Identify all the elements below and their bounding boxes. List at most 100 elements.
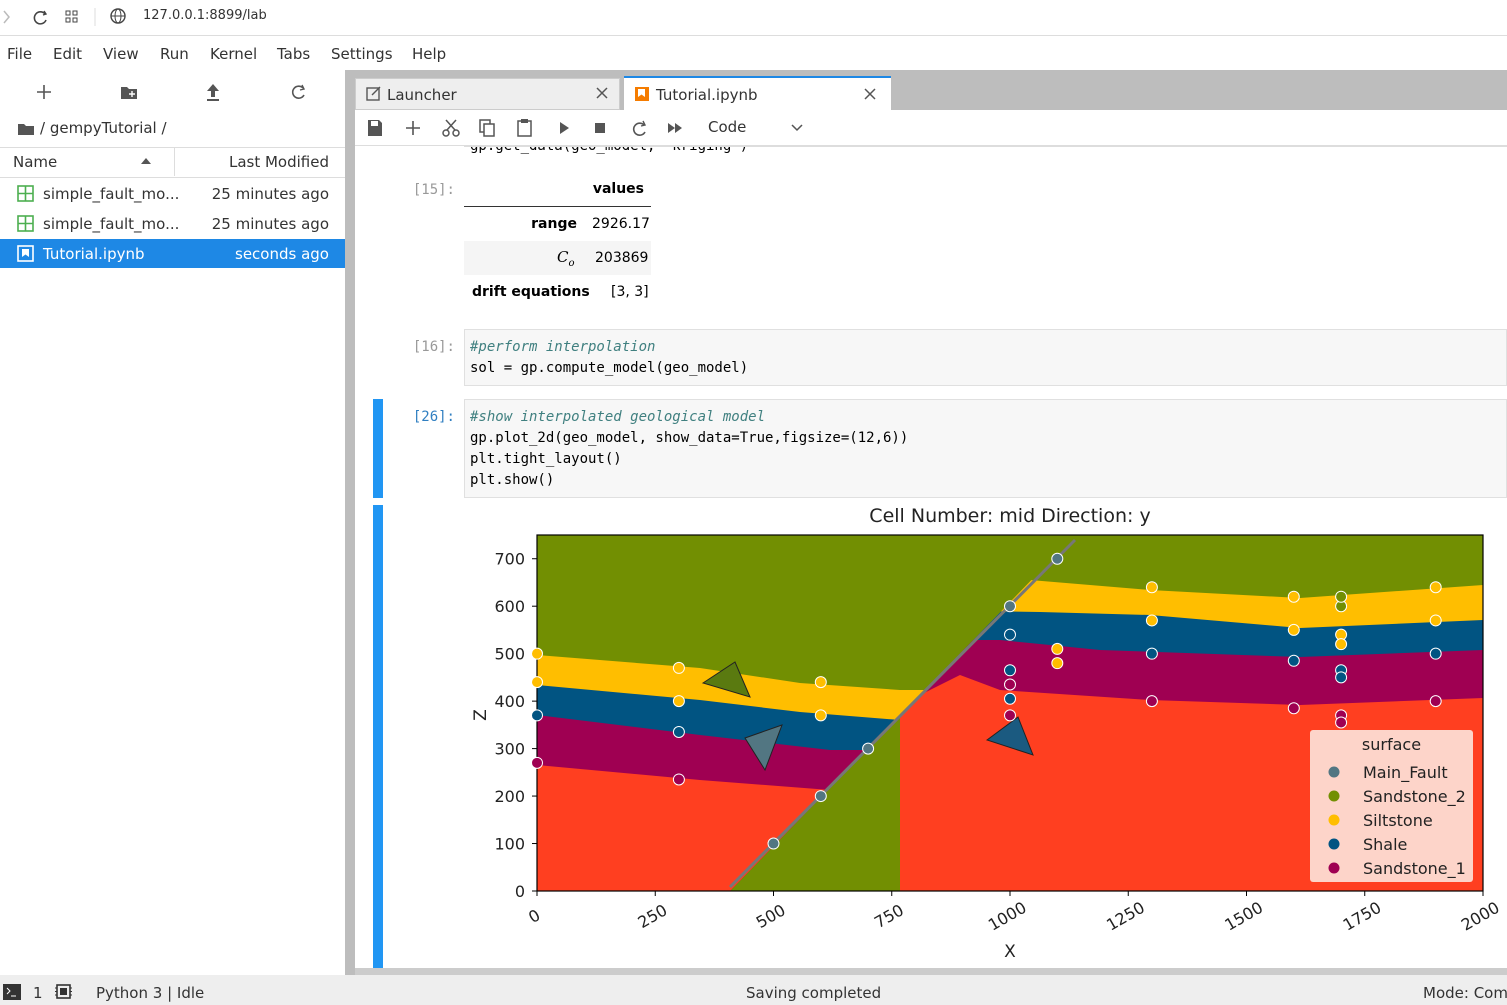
data-point xyxy=(814,676,827,689)
data-point xyxy=(531,647,543,660)
table-row-label: drift equations xyxy=(472,284,590,300)
legend-marker xyxy=(1328,862,1340,874)
kernel-status[interactable]: Python 3 | Idle xyxy=(96,984,205,1002)
file-name[interactable]: simple_fault_mo... xyxy=(43,185,180,203)
orientation-marker xyxy=(744,724,783,772)
column-divider xyxy=(174,148,175,176)
url[interactable]: 127.0.0.1:8899/lab xyxy=(143,8,267,23)
code-line: sol = gp.compute_model(geo_model) xyxy=(470,360,749,376)
file-name[interactable]: Tutorial.ipynb xyxy=(43,245,145,263)
table-cell: 203869 xyxy=(595,250,649,266)
data-point xyxy=(531,676,543,689)
orientation-marker xyxy=(985,716,1034,756)
breadcrumb[interactable]: / gempyTutorial / xyxy=(40,119,167,137)
y-tick-label: 700 xyxy=(494,550,525,569)
cell-type-select[interactable]: Code xyxy=(708,118,747,136)
menu-item[interactable]: Tabs xyxy=(277,45,311,63)
legend-marker xyxy=(1328,814,1340,826)
y-tick-label: 400 xyxy=(494,692,525,711)
menu-item[interactable]: Run xyxy=(160,45,189,63)
data-point xyxy=(1335,671,1348,684)
label-sub: o xyxy=(568,258,575,269)
close-icon[interactable] xyxy=(595,86,609,100)
table-rule xyxy=(464,206,651,207)
column-header[interactable]: Name xyxy=(13,153,58,171)
data-point xyxy=(1004,600,1016,613)
data-point xyxy=(814,709,827,722)
data-point xyxy=(672,773,685,786)
legend-label: Shale xyxy=(1363,835,1407,854)
data-point xyxy=(1335,590,1348,603)
data-point xyxy=(672,725,685,738)
y-axis-label: Z xyxy=(471,709,491,721)
x-axis-label: X xyxy=(1004,942,1016,962)
column-header[interactable]: Last Modified xyxy=(228,153,329,171)
menu-item[interactable]: Kernel xyxy=(210,45,258,63)
code-cell xyxy=(464,399,1507,498)
x-tick-label: 1250 xyxy=(1103,898,1148,935)
file-name[interactable]: simple_fault_mo... xyxy=(43,215,180,233)
x-tick-label: 500 xyxy=(753,900,789,932)
dropdown-arrow[interactable] xyxy=(790,122,804,134)
input-prompt: [26]: xyxy=(412,409,455,425)
toolbar-buttons[interactable] xyxy=(362,117,692,139)
menu-item[interactable]: View xyxy=(103,45,139,63)
fault-line xyxy=(728,538,1077,889)
menu-item[interactable]: File xyxy=(7,45,33,63)
code-line: gp.get_data(geo_model, 'kriging') xyxy=(470,146,749,154)
plot: Cell Number: mid Direction: y X Z 0 250 50… xyxy=(471,505,1503,962)
x-tick-label: 2000 xyxy=(1458,898,1503,935)
menu-item[interactable]: Edit xyxy=(53,45,83,63)
code-line: gp.plot_2d(geo_model, show_data=True,fig… xyxy=(470,430,909,446)
tab-active[interactable] xyxy=(624,76,891,110)
menu-item[interactable]: Help xyxy=(412,45,447,63)
legend-marker xyxy=(1328,838,1340,850)
y-tick-label: 100 xyxy=(494,835,525,854)
data-point xyxy=(1051,642,1064,655)
table-cell: [3, 3] xyxy=(611,284,649,300)
tab-label[interactable]: Launcher xyxy=(387,86,457,104)
legend-label: Siltstone xyxy=(1363,811,1433,830)
folder-icon xyxy=(18,124,34,135)
mode-indicator[interactable]: Mode: Com xyxy=(1423,984,1507,1002)
file-toolbar[interactable] xyxy=(30,80,320,104)
x-tick-label: 1500 xyxy=(1221,898,1266,935)
csv-icon xyxy=(17,185,34,202)
menu-item[interactable]: Settings xyxy=(331,45,393,63)
data-point xyxy=(1004,709,1016,722)
data-point xyxy=(814,790,827,803)
legend-marker xyxy=(1328,766,1340,778)
output-prompt: [15]: xyxy=(412,182,455,198)
data-point xyxy=(1051,552,1064,565)
chart-title: Cell Number: mid Direction: y xyxy=(869,505,1150,527)
status-icons[interactable] xyxy=(2,982,78,1002)
tab[interactable] xyxy=(355,78,620,110)
data-point xyxy=(1429,614,1442,627)
x-tick-label: 0 xyxy=(525,905,543,927)
file-header xyxy=(0,147,345,178)
data-point xyxy=(672,661,685,674)
notebook-bottom xyxy=(355,968,1507,975)
tab-label[interactable]: Tutorial.ipynb xyxy=(656,86,758,104)
file-modified: seconds ago xyxy=(235,245,329,263)
code-line: plt.tight_layout() xyxy=(470,451,622,467)
close-icon[interactable] xyxy=(863,87,877,101)
legend-label: Main_Fault xyxy=(1363,763,1448,783)
browser-icons[interactable] xyxy=(0,6,150,28)
cell-selection-bar xyxy=(373,505,383,968)
file-row-selected[interactable] xyxy=(0,239,345,268)
x-tick-label: 250 xyxy=(635,900,671,932)
file-modified: 25 minutes ago xyxy=(211,185,329,203)
data-point xyxy=(1429,647,1442,660)
terminal-count[interactable]: 1 xyxy=(33,984,43,1002)
y-tick-label: 600 xyxy=(494,597,525,616)
data-point xyxy=(767,837,780,850)
table-cell: 2926.17 xyxy=(592,216,650,232)
data-point xyxy=(1429,581,1442,594)
label-main: C xyxy=(557,248,569,266)
code-cell xyxy=(464,329,1507,386)
orientation-marker xyxy=(701,661,751,698)
status-message: Saving completed xyxy=(746,984,882,1002)
